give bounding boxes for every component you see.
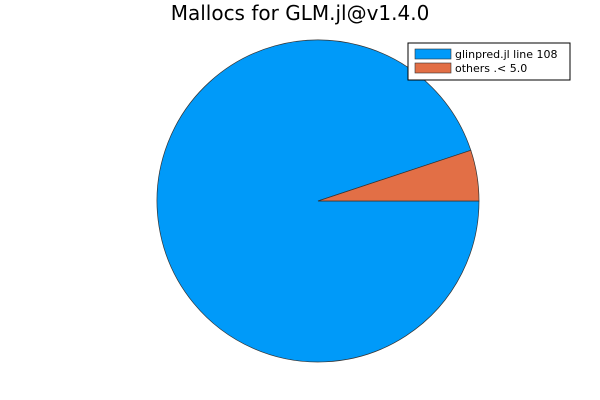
pie-slice-others xyxy=(317,149,480,202)
legend-box xyxy=(407,42,571,81)
legend-swatch-others xyxy=(414,62,452,74)
legend: glinpred.jl line 108 others .< 5.0 xyxy=(407,42,571,81)
pie-slices xyxy=(156,39,480,363)
legend-label-others: others .< 5.0 xyxy=(455,62,527,75)
chart-title: Mallocs for GLM.jl@v1.4.0 xyxy=(170,1,430,25)
legend-swatch-glinpred xyxy=(414,48,452,60)
legend-label-glinpred: glinpred.jl line 108 xyxy=(455,48,558,61)
